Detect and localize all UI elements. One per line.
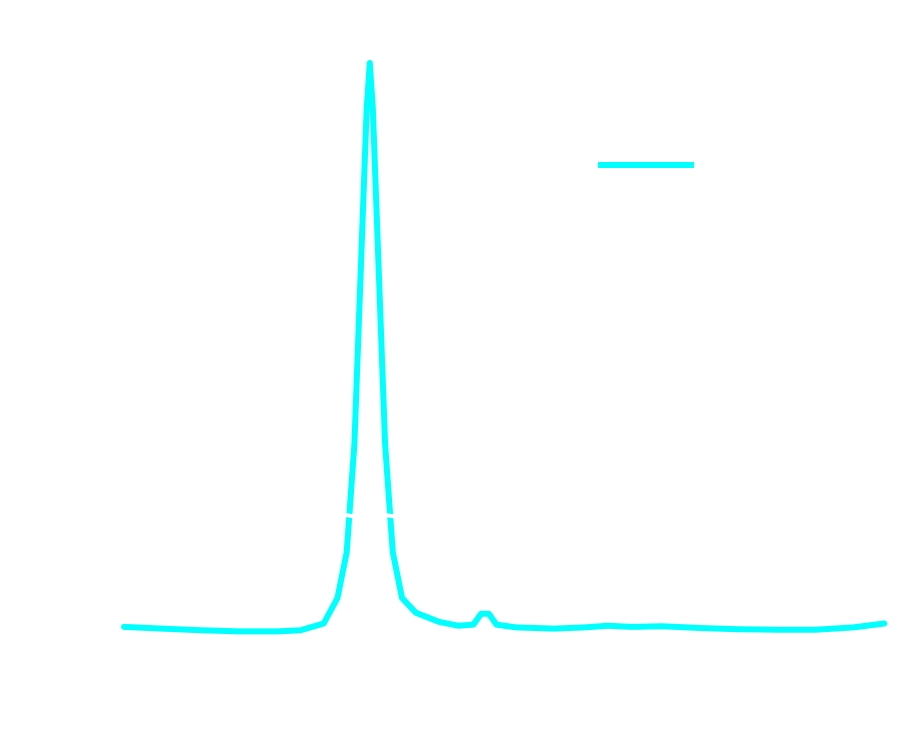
axis-break-1 — [340, 512, 360, 520]
axis-break-2 — [380, 512, 400, 520]
axis-break-layer — [340, 512, 400, 520]
series-layer — [121, 60, 888, 635]
series-line-1 — [121, 60, 888, 635]
